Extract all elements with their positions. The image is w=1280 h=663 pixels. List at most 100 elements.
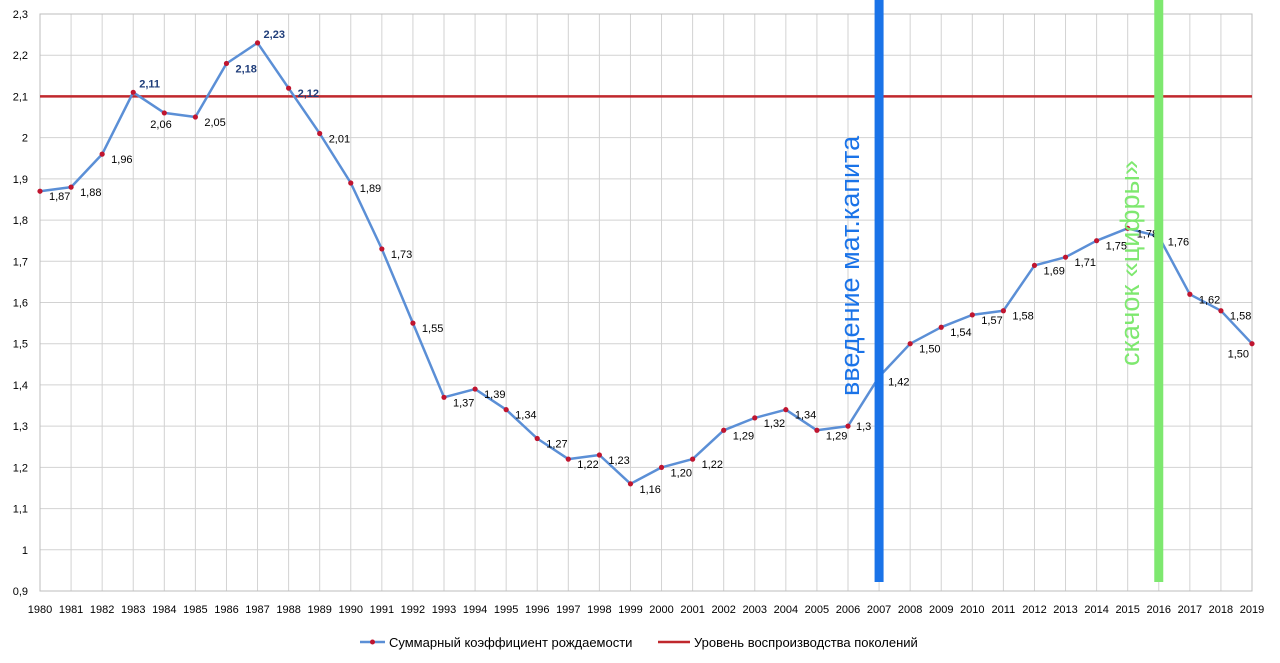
- y-tick-label: 1,2: [13, 462, 28, 474]
- annotation-text: введение мат.капита: [835, 135, 865, 396]
- data-label: 1,75: [1106, 241, 1127, 253]
- data-point: [348, 180, 354, 186]
- data-label: 1,58: [1012, 311, 1033, 323]
- y-tick-label: 1: [22, 545, 28, 557]
- data-label: 1,76: [1168, 237, 1189, 249]
- x-tick-label: 2014: [1084, 604, 1108, 616]
- x-tick-label: 1994: [463, 604, 487, 616]
- data-label: 2,12: [298, 88, 319, 100]
- x-tick-label: 2004: [774, 604, 798, 616]
- data-point: [1094, 238, 1100, 244]
- x-tick-label: 2013: [1053, 604, 1077, 616]
- data-point: [907, 341, 913, 347]
- x-tick-label: 1980: [28, 604, 52, 616]
- data-label: 1,39: [484, 389, 505, 401]
- data-point: [783, 407, 789, 413]
- data-label: 1,71: [1075, 257, 1096, 269]
- x-tick-label: 1986: [214, 604, 238, 616]
- y-tick-label: 1,4: [13, 380, 28, 392]
- data-point: [1187, 291, 1193, 297]
- x-tick-label: 1987: [245, 604, 269, 616]
- data-label: 1,3: [856, 421, 871, 433]
- x-tick-label: 1982: [90, 604, 114, 616]
- y-tick-label: 2: [22, 133, 28, 145]
- x-tick-label: 1983: [121, 604, 145, 616]
- x-tick-label: 1991: [370, 604, 394, 616]
- data-point: [690, 456, 696, 462]
- legend-marker-fertility: [370, 639, 375, 645]
- data-point: [1000, 308, 1006, 314]
- x-axis: 1980 1981 1982 1983 1984 1985 1986 1987 1988 1989…: [28, 604, 1264, 616]
- data-point: [969, 312, 975, 318]
- data-label: 1,87: [49, 191, 70, 203]
- data-label: 1,27: [546, 439, 567, 451]
- y-tick-label: 2,1: [13, 91, 28, 103]
- data-label: 1,16: [639, 484, 660, 496]
- data-label: 1,58: [1230, 311, 1251, 323]
- x-tick-label: 1984: [152, 604, 176, 616]
- data-point: [814, 427, 820, 433]
- y-tick-label: 1,3: [13, 421, 28, 433]
- data-label: 2,01: [329, 134, 350, 146]
- data-point: [752, 415, 758, 421]
- y-tick-label: 1,7: [13, 256, 28, 268]
- data-label: 2,11: [139, 78, 160, 90]
- data-label: 1,42: [888, 377, 909, 389]
- x-tick-label: 1999: [618, 604, 642, 616]
- x-tick-label: 2005: [805, 604, 829, 616]
- x-tick-label: 2019: [1240, 604, 1264, 616]
- data-point: [130, 89, 136, 95]
- x-tick-label: 1995: [494, 604, 518, 616]
- data-label: 1,73: [391, 249, 412, 261]
- x-tick-label: 1998: [587, 604, 611, 616]
- data-label: 1,50: [919, 344, 940, 356]
- x-tick-label: 2007: [867, 604, 891, 616]
- data-point: [379, 246, 385, 252]
- y-tick-label: 2,3: [13, 9, 28, 21]
- data-label: 1,34: [515, 410, 536, 422]
- data-point: [37, 188, 43, 194]
- data-label: 1,62: [1199, 294, 1220, 306]
- data-point: [627, 481, 634, 487]
- annotation-text: скачок «цифры»: [1115, 160, 1145, 366]
- data-point: [721, 427, 727, 433]
- data-point: [938, 324, 944, 330]
- data-label: 1,69: [1043, 265, 1064, 277]
- x-tick-label: 2016: [1147, 604, 1171, 616]
- data-point: [1062, 254, 1069, 260]
- data-label: 1,37: [453, 397, 474, 409]
- data-label: 1,55: [422, 323, 443, 335]
- data-point: [161, 110, 167, 116]
- data-label: 1,89: [360, 183, 381, 195]
- x-tick-label: 2012: [1022, 604, 1046, 616]
- y-tick-label: 1,9: [13, 174, 28, 186]
- plot-frame: [39, 13, 1253, 592]
- data-point: [1249, 341, 1255, 347]
- y-tick-label: 1,6: [13, 298, 28, 310]
- data-point: [503, 407, 509, 413]
- fertility-series: 1,87 1,88 1,96 2,11 2,06 2,05 2,18 2,23 2,12 2,01…: [37, 29, 1255, 496]
- annotations: введение мат.капита скачок «цифры»: [835, 0, 1164, 582]
- y-tick-label: 2,2: [13, 50, 28, 62]
- x-tick-label: 1988: [276, 604, 300, 616]
- y-tick-label: 1,1: [13, 504, 28, 516]
- data-label: 1,57: [981, 315, 1002, 327]
- x-tick-label: 1981: [59, 604, 83, 616]
- x-tick-label: 2010: [960, 604, 984, 616]
- data-label: 1,50: [1228, 349, 1249, 361]
- x-tick-label: 2006: [836, 604, 860, 616]
- x-tick-label: 2015: [1115, 604, 1139, 616]
- x-tick-label: 1996: [525, 604, 549, 616]
- y-tick-label: 1,5: [13, 339, 28, 351]
- series-line: [39, 41, 1253, 486]
- x-tick-label: 1997: [556, 604, 580, 616]
- x-tick-label: 2011: [992, 604, 1016, 616]
- x-tick-label: 2000: [649, 604, 673, 616]
- data-label: 1,78: [1137, 228, 1158, 240]
- x-tick-label: 1990: [339, 604, 363, 616]
- x-tick-label: 2002: [711, 604, 735, 616]
- data-point: [192, 114, 198, 120]
- data-point: [565, 456, 571, 462]
- data-label: 1,22: [577, 459, 598, 471]
